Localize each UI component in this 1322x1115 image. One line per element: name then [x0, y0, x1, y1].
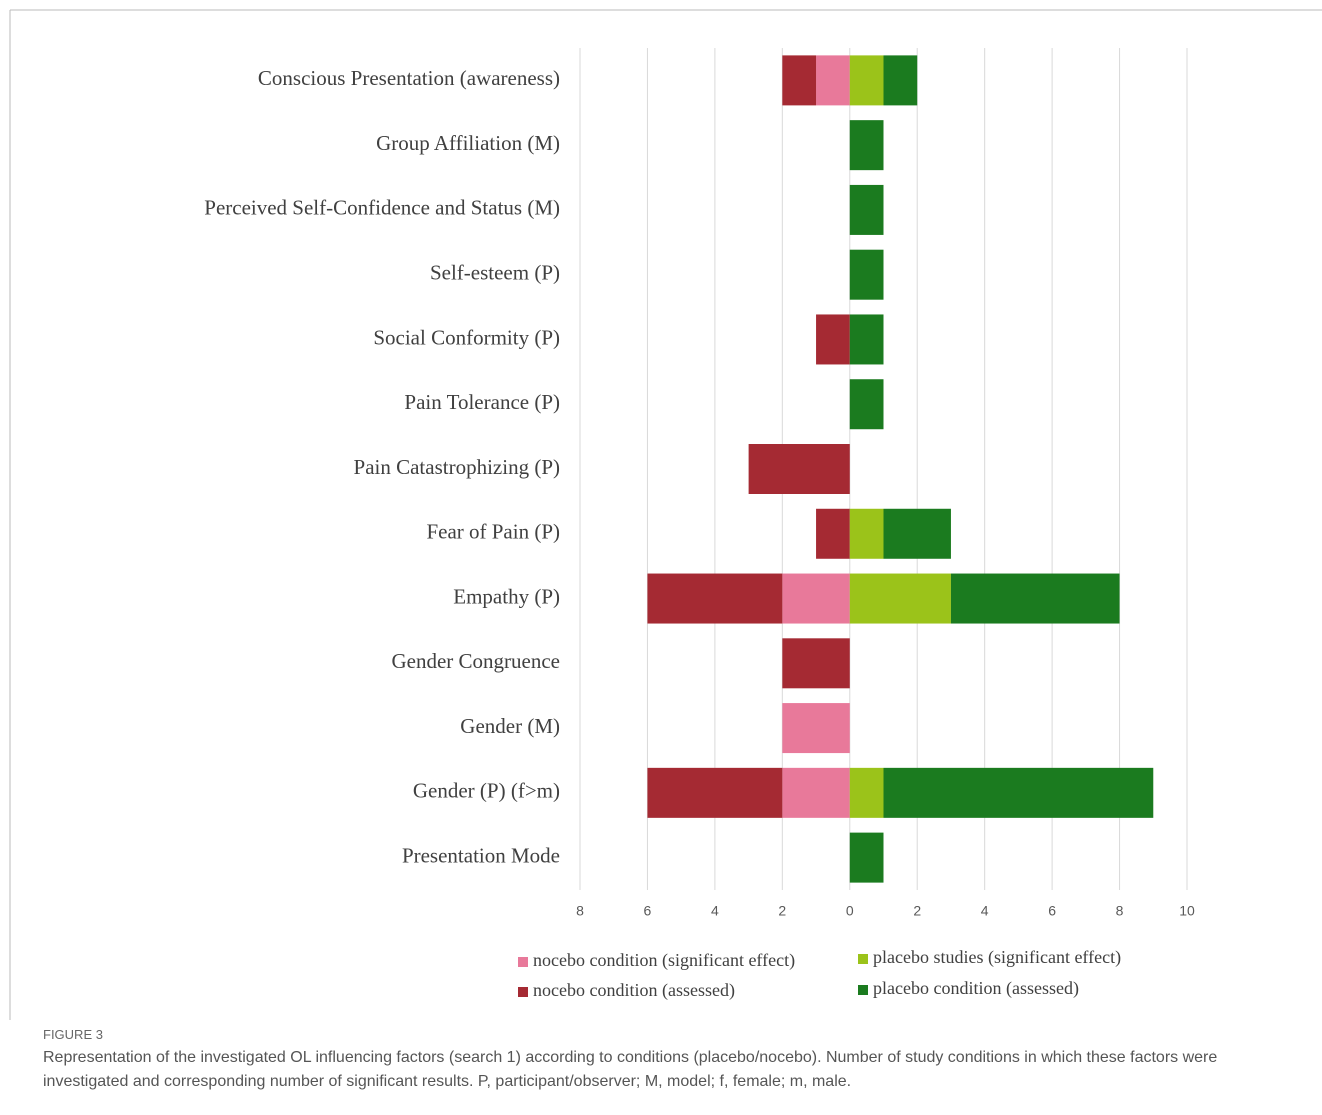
bar — [849, 249, 884, 300]
category-label: Gender (M) — [460, 714, 560, 738]
bar — [849, 184, 884, 235]
x-tick-label: 2 — [913, 903, 921, 919]
bar — [883, 508, 951, 559]
figure-label: FIGURE 3 — [43, 1027, 103, 1042]
bar — [883, 55, 918, 106]
bar — [849, 120, 884, 171]
legend-swatch — [858, 954, 868, 964]
bar — [849, 55, 884, 106]
x-tick-label: 10 — [1179, 903, 1195, 919]
bar — [849, 573, 951, 624]
bar — [849, 767, 884, 818]
bar — [816, 55, 850, 106]
bar — [849, 379, 884, 430]
x-tick-label: 4 — [711, 903, 719, 919]
category-label: Presentation Mode — [402, 843, 560, 867]
bar — [849, 832, 884, 883]
bar — [950, 573, 1120, 624]
x-tick-label: 6 — [644, 903, 652, 919]
bar — [849, 508, 884, 559]
legend-label: placebo studies (significant effect) — [873, 947, 1121, 968]
x-tick-label: 2 — [778, 903, 786, 919]
x-tick-label: 0 — [846, 903, 854, 919]
bar — [849, 314, 884, 365]
x-tick-label: 8 — [576, 903, 584, 919]
category-label: Pain Tolerance (P) — [404, 390, 560, 414]
legend-swatch — [518, 987, 528, 997]
bar — [647, 573, 783, 624]
x-tick-label: 4 — [981, 903, 989, 919]
bar — [748, 444, 850, 494]
caption: Representation of the investigated OL in… — [43, 1049, 1218, 1090]
bar — [782, 55, 817, 106]
legend-label: placebo condition (assessed) — [873, 978, 1079, 999]
category-label: Pain Catastrophizing (P) — [354, 455, 560, 479]
bar — [816, 508, 850, 559]
category-label: Fear of Pain (P) — [426, 520, 560, 544]
category-label: Perceived Self-Confidence and Status (M) — [204, 196, 560, 220]
category-label: Group Affiliation (M) — [376, 131, 560, 155]
bar — [647, 767, 783, 818]
chart: 8 6 4 2 0 2 4 6 8 10 Conscious Presentation (aware… — [9, 9, 1322, 1020]
bar — [883, 767, 1154, 818]
bar — [782, 573, 850, 624]
legend-label: nocebo condition (significant effect) — [533, 950, 795, 971]
category-label: Social Conformity (P) — [373, 325, 560, 349]
bar — [782, 638, 850, 689]
bar — [782, 767, 850, 818]
bar — [782, 703, 850, 754]
category-label: Gender Congruence — [391, 649, 560, 673]
category-label: Gender (P) (f>m) — [413, 779, 560, 803]
bar — [816, 314, 850, 365]
category-label: Self-esteem (P) — [430, 261, 560, 285]
x-tick-label: 6 — [1048, 903, 1056, 919]
category-label: Conscious Presentation (awareness) — [258, 66, 560, 90]
category-label: Empathy (P) — [453, 584, 560, 608]
legend-label: nocebo condition (assessed) — [533, 980, 735, 1001]
legend-swatch — [858, 985, 868, 995]
x-tick-label: 8 — [1116, 903, 1124, 919]
legend-swatch — [518, 957, 528, 967]
